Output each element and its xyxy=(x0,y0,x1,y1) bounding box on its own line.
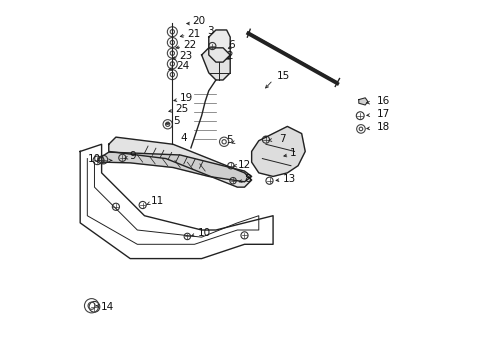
Text: 6: 6 xyxy=(228,40,235,50)
Text: 13: 13 xyxy=(282,174,295,184)
Text: 25: 25 xyxy=(175,104,188,113)
Polygon shape xyxy=(201,48,230,80)
Text: 21: 21 xyxy=(187,28,200,39)
Text: 19: 19 xyxy=(179,93,192,103)
Text: 22: 22 xyxy=(183,40,196,50)
Text: 10: 10 xyxy=(197,228,210,238)
Text: 14: 14 xyxy=(101,302,114,312)
Text: 3: 3 xyxy=(206,26,213,36)
Text: 17: 17 xyxy=(376,109,389,119)
Text: 4: 4 xyxy=(180,133,186,143)
Text: 20: 20 xyxy=(192,16,205,26)
Text: 1: 1 xyxy=(290,148,296,158)
Polygon shape xyxy=(102,152,251,182)
Polygon shape xyxy=(208,30,230,62)
Polygon shape xyxy=(358,98,367,105)
Text: 10: 10 xyxy=(88,154,101,164)
Polygon shape xyxy=(251,126,305,176)
Text: 11: 11 xyxy=(151,197,164,206)
Text: 8: 8 xyxy=(244,174,250,184)
Text: 24: 24 xyxy=(176,62,189,71)
Text: 7: 7 xyxy=(279,134,285,144)
Text: 12: 12 xyxy=(237,160,250,170)
Text: 2: 2 xyxy=(226,51,233,61)
Text: 16: 16 xyxy=(376,96,389,107)
Polygon shape xyxy=(108,137,251,187)
Text: 23: 23 xyxy=(179,51,192,61)
Text: 5: 5 xyxy=(225,135,232,145)
Text: 18: 18 xyxy=(376,122,389,132)
Text: 9: 9 xyxy=(129,151,136,161)
Text: 15: 15 xyxy=(276,71,289,81)
Text: 5: 5 xyxy=(173,116,179,126)
